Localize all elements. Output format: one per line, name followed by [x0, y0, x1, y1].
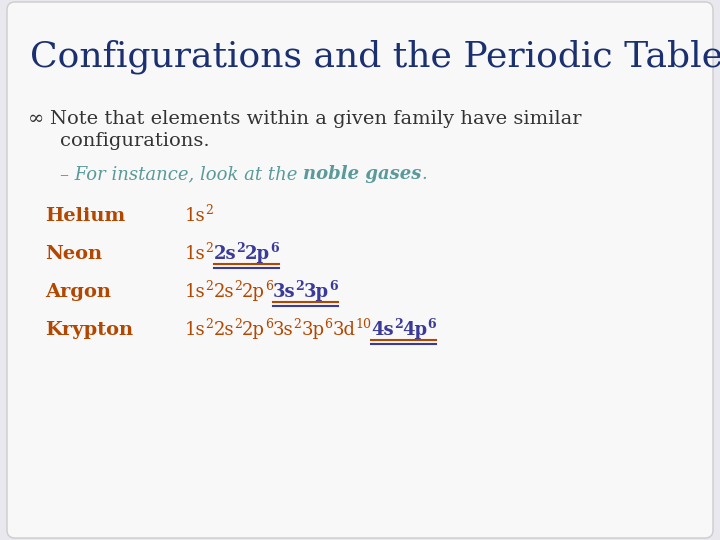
Text: ∞: ∞ — [28, 110, 44, 128]
Text: 1s: 1s — [185, 283, 206, 301]
Text: 2: 2 — [206, 280, 214, 293]
Text: 6: 6 — [428, 318, 436, 331]
Text: 1s: 1s — [185, 321, 206, 339]
Text: 3p: 3p — [301, 321, 324, 339]
Text: 6: 6 — [270, 242, 279, 255]
Text: 2p: 2p — [242, 283, 265, 301]
Text: 6: 6 — [329, 280, 338, 293]
Text: 2s: 2s — [214, 321, 234, 339]
Text: 2: 2 — [234, 318, 242, 331]
Text: 10: 10 — [355, 318, 372, 331]
Text: 3s: 3s — [273, 321, 293, 339]
Text: Krypton: Krypton — [45, 321, 133, 339]
Text: 2: 2 — [293, 318, 301, 331]
Text: 4p: 4p — [402, 321, 428, 339]
Text: 6: 6 — [324, 318, 332, 331]
Text: Note that elements within a given family have similar: Note that elements within a given family… — [50, 110, 582, 128]
Text: 2: 2 — [206, 204, 214, 217]
Text: 2p: 2p — [245, 245, 270, 263]
Text: 4s: 4s — [372, 321, 394, 339]
Text: Configurations and the Periodic Table: Configurations and the Periodic Table — [30, 40, 720, 75]
Text: 3p: 3p — [304, 283, 329, 301]
Text: 2: 2 — [234, 280, 242, 293]
Text: – For instance, look at the: – For instance, look at the — [60, 165, 303, 183]
Text: 2p: 2p — [242, 321, 265, 339]
Text: Neon: Neon — [45, 245, 102, 263]
Text: 2: 2 — [394, 318, 402, 331]
Text: Helium: Helium — [45, 207, 125, 225]
Text: 1s: 1s — [185, 245, 206, 263]
Text: Argon: Argon — [45, 283, 111, 301]
Text: 2: 2 — [236, 242, 245, 255]
Text: 6: 6 — [265, 318, 273, 331]
Text: 6: 6 — [265, 280, 273, 293]
Text: 1s: 1s — [185, 207, 206, 225]
Text: 3s: 3s — [273, 283, 295, 301]
Text: 2: 2 — [206, 318, 214, 331]
Text: 2s: 2s — [214, 245, 236, 263]
Text: 2: 2 — [206, 242, 214, 255]
Text: noble gases: noble gases — [303, 165, 421, 183]
Text: 2: 2 — [295, 280, 304, 293]
Text: configurations.: configurations. — [60, 132, 210, 150]
Text: 3d: 3d — [332, 321, 355, 339]
Text: 2s: 2s — [214, 283, 234, 301]
FancyBboxPatch shape — [7, 2, 713, 538]
Text: .: . — [421, 165, 427, 183]
